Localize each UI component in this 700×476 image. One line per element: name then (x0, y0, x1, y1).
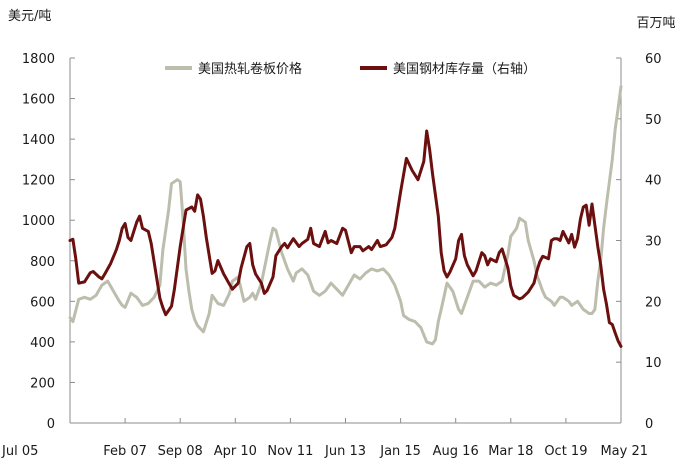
left-axis-unit: 美元/吨 (8, 9, 51, 24)
left-tick-label: 1800 (22, 52, 55, 67)
x-tick-label: Oct 19 (544, 444, 587, 459)
left-tick-label: 200 (30, 376, 55, 391)
right-tick-label: 40 (645, 174, 662, 189)
right-tick-label: 30 (645, 235, 662, 250)
x-tick-label: Nov 11 (267, 444, 313, 459)
right-tick-label: 50 (645, 113, 662, 128)
left-tick-label: 0 (47, 417, 55, 432)
left-tick-label: 1400 (22, 133, 55, 148)
right-tick-label: 60 (645, 52, 662, 67)
chart-legend: 美国热轧卷板价格 美国钢材库存量（右轴） (165, 61, 536, 77)
right-axis-unit: 百万吨 (636, 16, 675, 31)
x-tick-label: Jul 05 (1, 444, 38, 459)
right-tick-label: 10 (645, 356, 662, 371)
left-tick-label: 1200 (22, 174, 55, 189)
left-tick-label: 800 (30, 255, 55, 270)
left-tick-label: 600 (30, 295, 55, 310)
left-tick-label: 400 (30, 336, 55, 351)
legend-label-inventory: 美国钢材库存量（右轴） (393, 61, 536, 77)
right-tick-label: 20 (645, 295, 662, 310)
x-tick-label: Feb 07 (103, 444, 147, 459)
x-tick-label: May 21 (600, 444, 648, 459)
x-tick-label: Apr 10 (214, 444, 257, 459)
axes: 0 200 400 600 800 1000 1200 1400 1600 1800 0 10 20 30… (1, 52, 662, 459)
series-lines (68, 84, 623, 348)
right-tick-label: 0 (645, 417, 653, 432)
left-tick-label: 1000 (22, 214, 55, 229)
left-tick-label: 1600 (22, 93, 55, 108)
legend-label-price: 美国热轧卷板价格 (198, 61, 302, 77)
x-tick-label: Jan 15 (379, 444, 421, 459)
x-tick-label: Sep 08 (158, 444, 203, 459)
series-line-price (68, 84, 623, 346)
x-tick-label: Aug 16 (433, 444, 479, 459)
x-tick-label: Mar 18 (488, 444, 533, 459)
series-line-inventory (68, 129, 623, 348)
x-tick-label: Jun 13 (324, 444, 366, 459)
